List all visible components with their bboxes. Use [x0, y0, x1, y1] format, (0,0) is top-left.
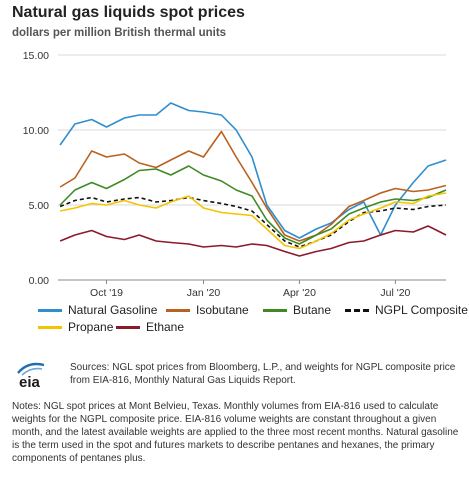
- chart-subtitle: dollars per million British thermal unit…: [12, 27, 227, 39]
- legend-label: Natural Gasoline: [68, 303, 158, 317]
- y-tick-label: 5.00: [29, 200, 50, 212]
- legend-item: Propane: [38, 320, 113, 334]
- legend-swatch: [263, 308, 287, 312]
- series-line-ngpl-composite: [59, 196, 447, 248]
- x-tick-label: Oct '19: [90, 287, 123, 299]
- y-tick-label: 0.00: [29, 275, 50, 287]
- line-chart: 15.00 10.00 5.00 0.00 Oct '19 Jan '20 Apr '20 J…: [23, 50, 447, 299]
- legend-item: Natural Gasoline: [38, 303, 157, 317]
- x-tick-label: Jan '20: [187, 287, 221, 299]
- legend-swatch: [38, 325, 62, 329]
- x-tick-label: Apr '20: [283, 287, 316, 299]
- legend-swatch: [116, 325, 140, 329]
- legend-item: Isobutane: [166, 303, 249, 317]
- series-line-ethane: [59, 225, 447, 257]
- x-tick-label: Jul '20: [380, 287, 410, 299]
- chart-title: Natural gas liquids spot prices: [12, 4, 245, 21]
- series-line-propane: [59, 192, 447, 250]
- legend-label: NGPL Composite: [375, 303, 468, 317]
- legend-item: Ethane: [116, 320, 184, 334]
- legend-label: Propane: [68, 320, 114, 334]
- series-line-isobutane: [59, 130, 447, 242]
- legend-label: Butane: [293, 303, 332, 317]
- y-tick-label: 15.00: [23, 50, 49, 62]
- legend-swatch: [345, 308, 369, 312]
- legend-label: Isobutane: [196, 303, 249, 317]
- series-line-butane: [59, 165, 447, 245]
- chart-legend: Natural Gasoline Isobutane Butane NGPL Comp…: [38, 303, 468, 337]
- eia-logo: eia: [17, 362, 45, 390]
- legend-swatch: [166, 308, 190, 312]
- y-tick-label: 10.00: [23, 125, 49, 137]
- legend-item: NGPL Composite: [345, 303, 468, 317]
- legend-item: Butane: [263, 303, 331, 317]
- notes-text: Notes: NGL spot prices at Mont Belvieu, …: [12, 401, 459, 464]
- legend-swatch: [38, 308, 62, 312]
- eia-logo-text: eia: [19, 374, 41, 390]
- legend-label: Ethane: [146, 320, 185, 334]
- series-line-natural-gasoline: [59, 102, 447, 239]
- sources-note: Sources: NGL spot prices from Bloomberg,…: [70, 362, 456, 386]
